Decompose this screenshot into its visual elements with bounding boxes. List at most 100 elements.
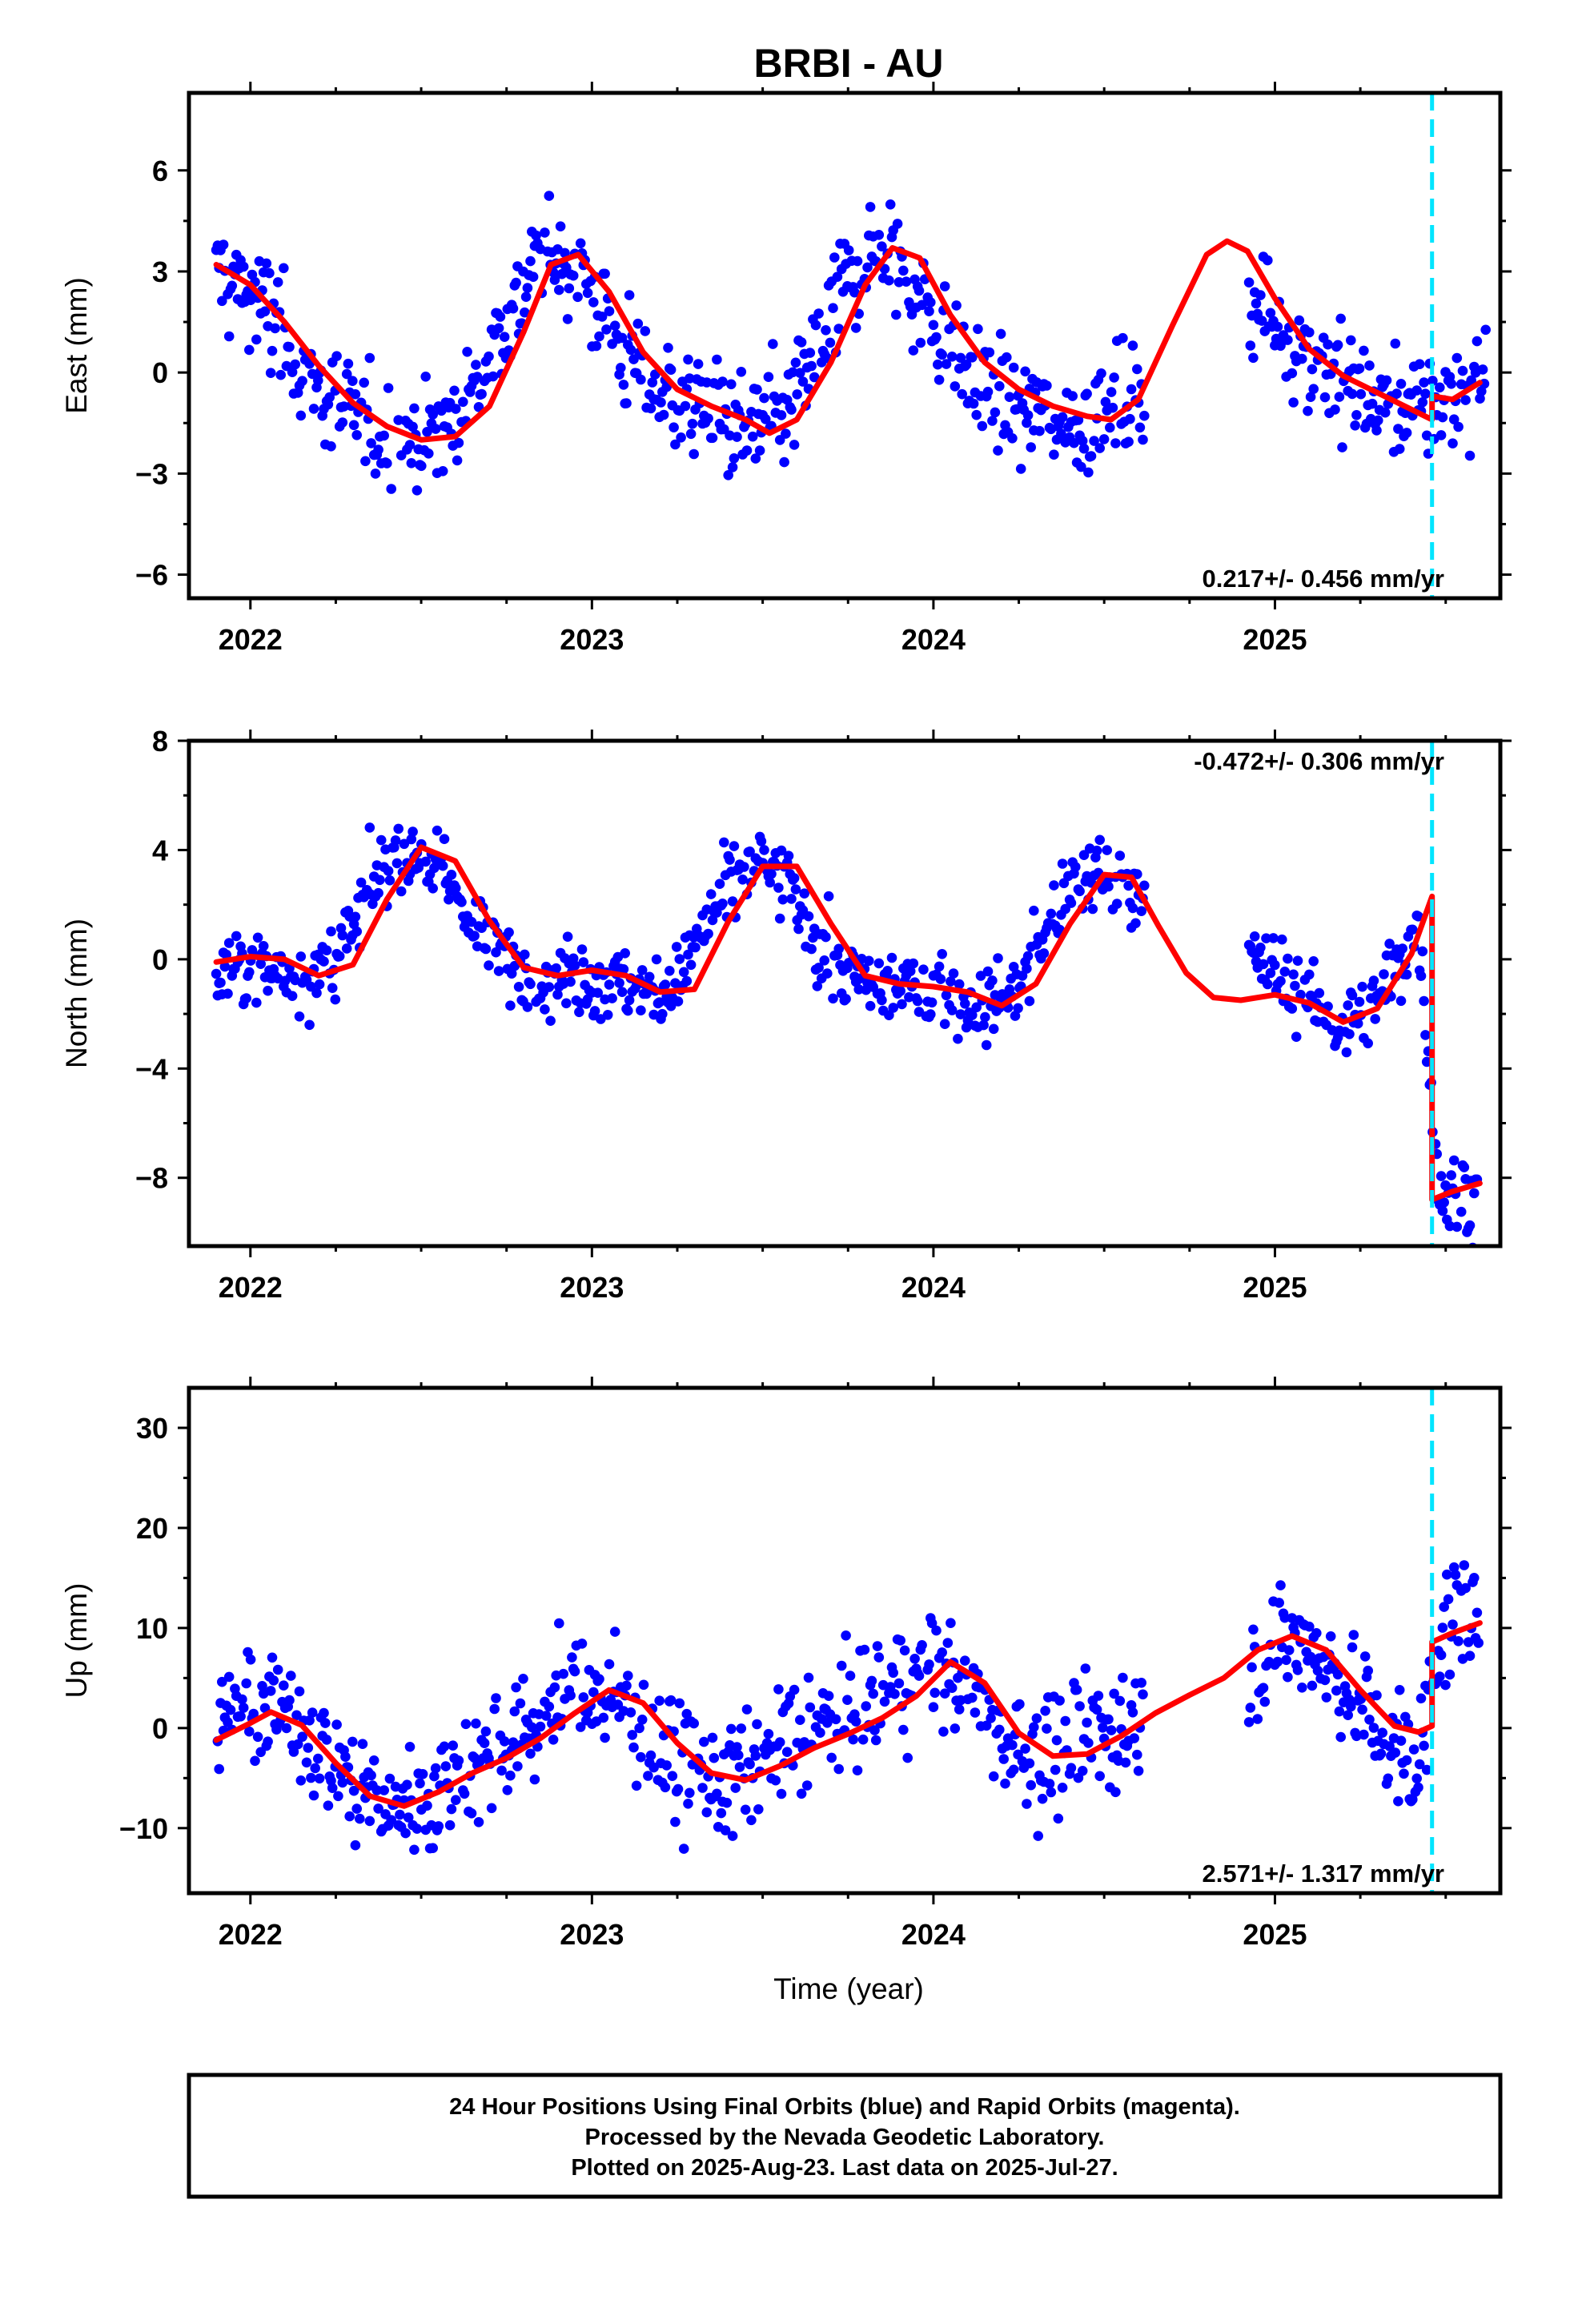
data-point xyxy=(1415,971,1427,981)
data-point xyxy=(618,964,629,975)
data-point xyxy=(852,1765,863,1775)
data-point xyxy=(730,1783,741,1793)
data-point xyxy=(1319,1675,1331,1686)
data-point xyxy=(347,1736,358,1747)
data-point xyxy=(364,822,375,833)
data-point xyxy=(759,845,769,855)
footer-line-3: Plotted on 2025-Aug-23. Last data on 202… xyxy=(571,2155,1118,2181)
data-point xyxy=(1049,880,1059,891)
data-point xyxy=(733,1750,744,1760)
data-point xyxy=(473,1817,484,1827)
data-point xyxy=(601,324,612,335)
data-point xyxy=(1346,335,1356,346)
data-point xyxy=(272,277,283,287)
data-point xyxy=(861,1701,871,1711)
data-point xyxy=(623,1671,633,1681)
x-tick-label: 2024 xyxy=(901,1918,966,1951)
data-point xyxy=(1248,352,1259,364)
data-point xyxy=(982,386,994,397)
data-point xyxy=(429,1771,440,1782)
data-point xyxy=(1094,1771,1105,1782)
data-point xyxy=(569,1666,580,1677)
data-point xyxy=(214,1763,225,1775)
data-point xyxy=(750,453,761,464)
data-point xyxy=(1330,404,1340,415)
data-point xyxy=(797,376,809,387)
data-point xyxy=(1057,858,1068,869)
data-point xyxy=(440,1761,452,1771)
data-point xyxy=(391,858,403,869)
data-point xyxy=(1261,933,1271,943)
data-point xyxy=(893,1678,905,1689)
data-point xyxy=(460,1719,472,1730)
data-point xyxy=(981,1720,992,1731)
data-point xyxy=(933,359,943,370)
data-point xyxy=(832,271,843,283)
data-point xyxy=(1074,1701,1085,1711)
data-point xyxy=(1352,1018,1363,1029)
data-point xyxy=(746,1815,757,1826)
data-point xyxy=(1283,953,1293,964)
data-point xyxy=(1347,388,1358,400)
data-point xyxy=(888,1667,898,1679)
data-point xyxy=(776,410,787,420)
data-point xyxy=(1437,1622,1448,1633)
data-point xyxy=(604,1659,615,1670)
data-point xyxy=(756,836,767,846)
data-point xyxy=(337,417,348,428)
data-point xyxy=(311,987,322,999)
data-point xyxy=(864,955,874,967)
data-point xyxy=(833,1763,844,1775)
data-point xyxy=(693,359,704,369)
data-point xyxy=(408,421,418,432)
data-point xyxy=(942,1638,954,1648)
data-point xyxy=(1290,980,1300,991)
data-point xyxy=(726,379,737,390)
data-point xyxy=(244,1726,255,1737)
data-point xyxy=(565,976,576,987)
data-point xyxy=(259,1703,271,1714)
data-point xyxy=(415,1778,425,1789)
data-point xyxy=(786,894,797,904)
data-point xyxy=(946,1005,958,1015)
data-point xyxy=(806,360,817,372)
data-point xyxy=(750,1751,761,1761)
data-point xyxy=(284,342,295,352)
data-point xyxy=(993,445,1003,456)
east-points xyxy=(211,191,1491,496)
data-point xyxy=(340,1751,351,1762)
data-point xyxy=(1319,392,1331,403)
data-point xyxy=(306,1772,316,1783)
north-axis-label: North (mm) xyxy=(60,919,93,1068)
data-point xyxy=(284,1695,295,1706)
data-point xyxy=(544,1701,555,1712)
data-point xyxy=(1127,903,1138,914)
data-point xyxy=(390,835,401,846)
data-point xyxy=(1307,1680,1318,1691)
data-point xyxy=(341,368,352,380)
data-point xyxy=(1002,352,1012,363)
data-point xyxy=(535,1721,546,1732)
data-point xyxy=(765,877,775,888)
data-point xyxy=(908,345,919,356)
data-point xyxy=(572,292,583,303)
data-point xyxy=(747,431,758,442)
data-point xyxy=(805,1702,816,1713)
data-point xyxy=(1256,316,1267,326)
data-point xyxy=(872,1641,883,1651)
data-point xyxy=(1022,963,1032,974)
data-point xyxy=(766,869,777,879)
data-point xyxy=(558,1668,568,1679)
data-point xyxy=(265,1686,276,1696)
data-point xyxy=(1321,1692,1332,1703)
data-point xyxy=(211,968,222,979)
data-point xyxy=(879,1696,890,1707)
data-point xyxy=(404,1742,416,1752)
data-point xyxy=(928,1702,939,1712)
data-point xyxy=(1024,1758,1035,1769)
data-point xyxy=(745,846,755,857)
data-point xyxy=(1069,437,1079,448)
data-point xyxy=(1126,384,1137,395)
data-point xyxy=(600,268,610,279)
data-point xyxy=(327,1783,338,1793)
